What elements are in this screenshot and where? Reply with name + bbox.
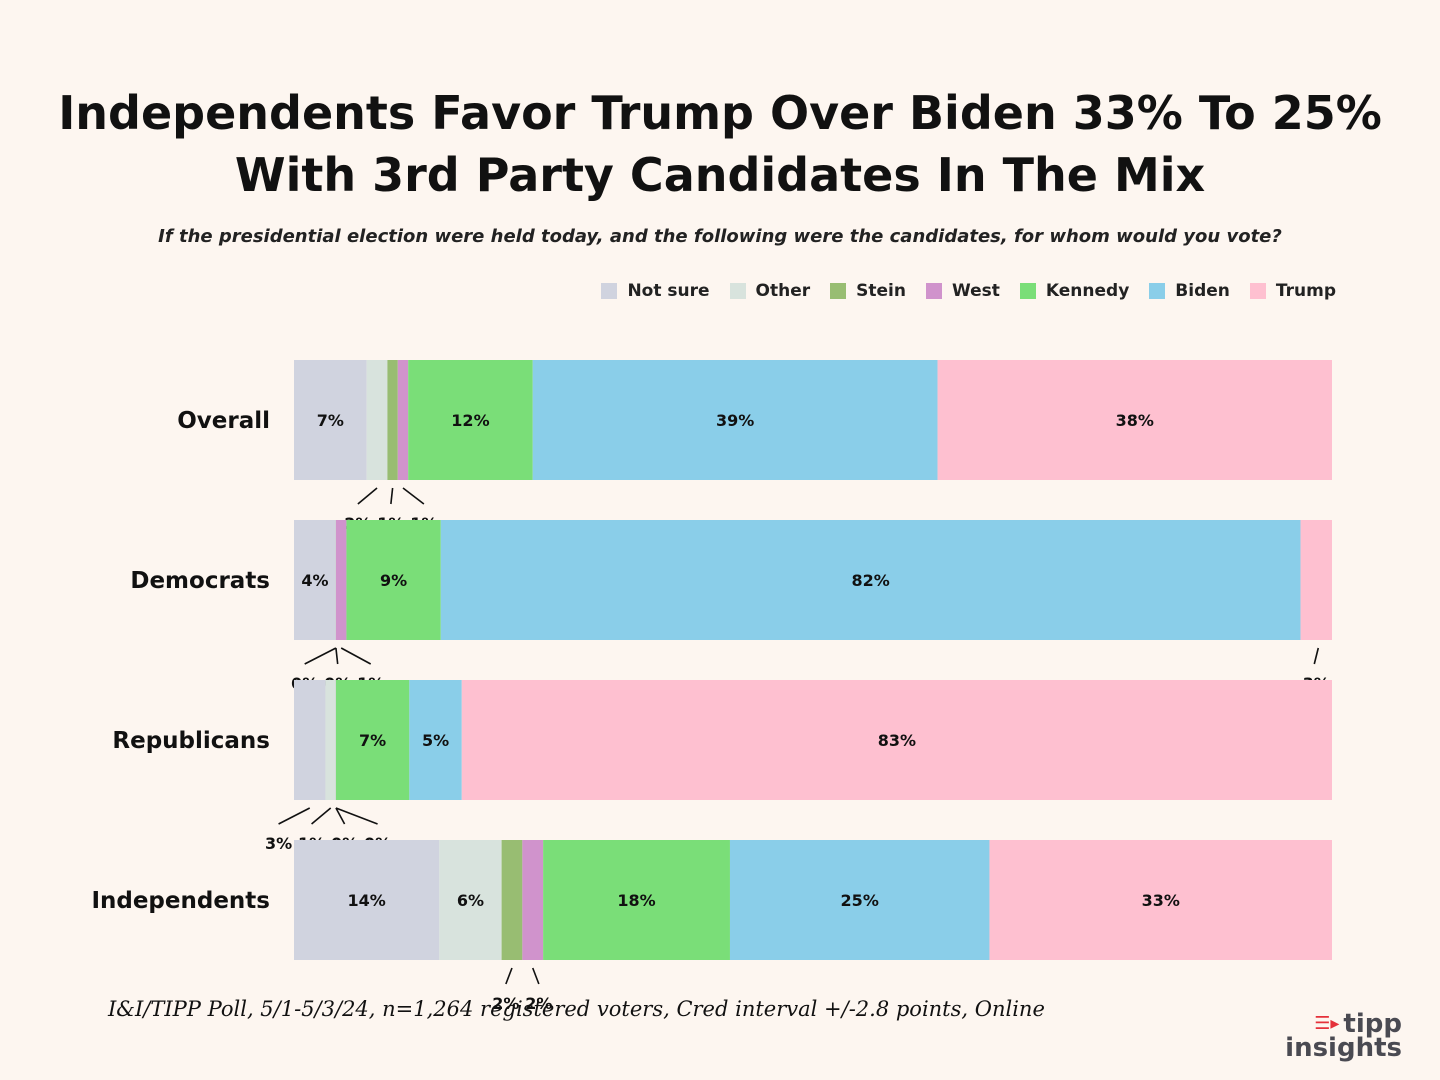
logo-line-2: insights	[1285, 1033, 1402, 1063]
legend-swatch	[925, 283, 942, 299]
legend-swatch	[1019, 283, 1036, 299]
callout-label: 3%	[265, 834, 292, 853]
callout-label: 2%	[492, 994, 519, 1013]
bar-segment-trump	[989, 840, 1332, 960]
legend-label: Stein	[856, 281, 906, 301]
legend-swatch	[1149, 283, 1166, 299]
title-line-2: With 3rd Party Candidates In The Mix	[234, 148, 1206, 202]
callout-line	[1313, 647, 1320, 665]
callout-line	[340, 647, 372, 665]
data-label: 7%	[317, 411, 344, 430]
bar-segment-west	[397, 360, 409, 480]
bar-segment-kennedy	[346, 520, 441, 640]
callout-line	[335, 647, 339, 665]
category-label-overall: Overall	[177, 408, 270, 434]
bar-segment-trump	[1300, 520, 1332, 640]
bar-segment-stein	[501, 840, 523, 960]
legend-item-not-sure: Not sure	[601, 281, 710, 301]
bar-segment-not-sure	[294, 680, 326, 800]
title-line-1: Independents Favor Trump Over Biden 33% …	[58, 86, 1382, 140]
data-label: 5%	[422, 731, 449, 750]
bar-segment-trump	[937, 360, 1332, 480]
category-label-republicans: Republicans	[112, 728, 270, 754]
legend-item-stein: Stein	[830, 281, 906, 301]
bar-segment-kennedy	[335, 680, 410, 800]
logo-line-1: tipp	[1343, 1009, 1402, 1039]
bar-segment-other	[439, 840, 502, 960]
data-label: 39%	[716, 411, 754, 430]
data-label: 12%	[451, 411, 489, 430]
callout-line	[357, 487, 378, 505]
data-label: 18%	[617, 891, 655, 910]
legend-swatch	[1249, 283, 1266, 299]
legend-label: Biden	[1175, 281, 1230, 301]
legend-item-other: Other	[729, 281, 811, 301]
legend-swatch	[601, 283, 618, 299]
legend-label: Other	[755, 281, 811, 301]
category-label-independents: Independents	[91, 888, 270, 914]
bar-segment-other	[366, 360, 388, 480]
bar-segment-trump	[461, 680, 1332, 800]
bar-segment-biden	[729, 840, 990, 960]
chart-subtitle: If the presidential election were held t…	[158, 226, 1282, 247]
legend-label: Not sure	[627, 281, 710, 301]
legend-item-west: West	[925, 281, 1000, 301]
bar-segment-not-sure	[294, 840, 440, 960]
data-label: 82%	[852, 571, 890, 590]
data-label: 25%	[841, 891, 879, 910]
legend-swatch	[729, 283, 746, 299]
chart-legend: Not sure Other Stein West Kennedy Biden Trump	[601, 281, 1336, 301]
callout-line	[505, 967, 513, 985]
legend-item-biden: Biden	[1149, 281, 1230, 301]
bar-segment-other	[325, 680, 336, 800]
logo-arrow-icon: ☰▸	[1314, 1013, 1340, 1034]
category-label-democrats: Democrats	[130, 568, 270, 594]
source-footnote: I&I/TIPP Poll, 5/1-5/3/24, n=1,264 regis…	[108, 997, 1045, 1021]
callout-line	[402, 487, 425, 505]
data-label: 4%	[301, 571, 328, 590]
tipp-insights-logo: ☰▸ tipp insights	[1285, 1009, 1402, 1063]
legend-item-trump: Trump	[1249, 281, 1336, 301]
callout-line	[304, 647, 337, 665]
data-label: 6%	[457, 891, 484, 910]
data-label: 7%	[359, 731, 386, 750]
callout-line	[278, 807, 311, 825]
legend-swatch	[830, 283, 847, 299]
legend-label: Kennedy	[1045, 281, 1130, 301]
callout-line	[335, 807, 346, 825]
data-label: 83%	[878, 731, 916, 750]
data-label: 9%	[380, 571, 407, 590]
bar-segment-biden	[409, 680, 462, 800]
legend-item-kennedy: Kennedy	[1019, 281, 1130, 301]
bar-segment-kennedy	[408, 360, 533, 480]
chart-title: Independents Favor Trump Over Biden 33% …	[0, 82, 1440, 206]
bar-segment-not-sure	[294, 520, 336, 640]
data-label: 33%	[1142, 891, 1180, 910]
bar-segment-west	[522, 840, 544, 960]
callout-line	[335, 807, 378, 825]
callout-line	[390, 487, 394, 505]
bar-segment-not-sure	[294, 360, 367, 480]
legend-label: West	[951, 281, 1000, 301]
legend-label: Trump	[1275, 281, 1336, 301]
data-label: 38%	[1116, 411, 1154, 430]
bar-segment-stein	[387, 360, 398, 480]
data-label: 14%	[348, 891, 386, 910]
bar-segment-biden	[532, 360, 938, 480]
callout-label: 2%	[525, 994, 552, 1013]
callout-line	[531, 967, 540, 985]
bar-segment-west	[335, 520, 347, 640]
bar-segment-kennedy	[543, 840, 730, 960]
bar-segment-biden	[440, 520, 1301, 640]
callout-line	[311, 807, 332, 825]
